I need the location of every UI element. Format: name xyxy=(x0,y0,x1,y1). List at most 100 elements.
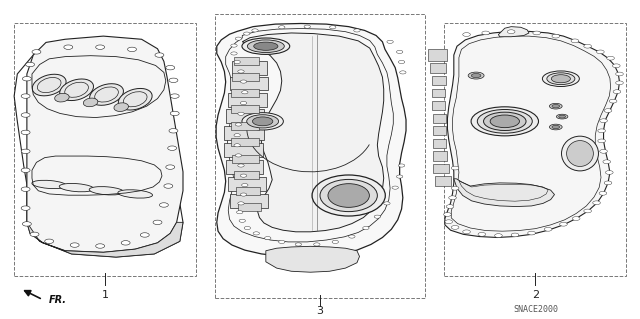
Ellipse shape xyxy=(549,124,562,130)
Circle shape xyxy=(242,91,248,94)
Ellipse shape xyxy=(477,109,532,133)
Ellipse shape xyxy=(118,88,152,110)
Circle shape xyxy=(21,113,30,117)
Circle shape xyxy=(70,243,79,247)
Ellipse shape xyxy=(490,115,520,128)
Bar xyxy=(231,138,259,146)
Circle shape xyxy=(604,109,612,113)
Circle shape xyxy=(600,149,607,153)
Circle shape xyxy=(533,31,540,35)
Circle shape xyxy=(238,202,244,205)
Circle shape xyxy=(21,130,30,135)
Circle shape xyxy=(169,78,178,83)
Circle shape xyxy=(616,81,623,85)
Text: SNACE2000: SNACE2000 xyxy=(513,305,558,314)
Circle shape xyxy=(236,37,242,40)
Ellipse shape xyxy=(114,103,129,111)
Ellipse shape xyxy=(32,180,67,189)
Circle shape xyxy=(238,164,244,167)
Circle shape xyxy=(511,233,519,237)
Ellipse shape xyxy=(90,84,124,105)
Circle shape xyxy=(544,227,552,231)
Circle shape xyxy=(26,62,35,67)
Circle shape xyxy=(21,149,30,153)
Circle shape xyxy=(332,240,339,243)
Bar xyxy=(428,49,447,61)
Circle shape xyxy=(278,240,285,243)
Bar xyxy=(226,160,262,174)
Circle shape xyxy=(239,219,246,222)
Circle shape xyxy=(264,237,271,240)
Circle shape xyxy=(330,26,336,29)
Circle shape xyxy=(22,222,31,226)
Ellipse shape xyxy=(468,72,484,79)
Circle shape xyxy=(236,123,242,126)
Circle shape xyxy=(398,164,404,167)
Circle shape xyxy=(609,99,617,103)
Circle shape xyxy=(234,134,241,137)
Circle shape xyxy=(451,166,459,170)
Circle shape xyxy=(237,211,243,214)
Circle shape xyxy=(349,235,355,238)
Circle shape xyxy=(304,25,310,28)
Bar xyxy=(232,73,259,81)
Bar xyxy=(435,176,451,186)
Circle shape xyxy=(478,233,486,236)
Polygon shape xyxy=(243,33,384,232)
Circle shape xyxy=(231,44,237,47)
Circle shape xyxy=(241,174,246,177)
Bar xyxy=(225,126,264,140)
Circle shape xyxy=(444,212,451,216)
Circle shape xyxy=(278,26,285,29)
Ellipse shape xyxy=(54,93,69,102)
Circle shape xyxy=(598,139,605,143)
Circle shape xyxy=(571,39,579,43)
Circle shape xyxy=(363,226,369,230)
Circle shape xyxy=(231,52,237,55)
Circle shape xyxy=(21,94,30,98)
Text: 3: 3 xyxy=(317,306,323,316)
Circle shape xyxy=(612,64,620,68)
Ellipse shape xyxy=(60,183,94,192)
Bar xyxy=(232,155,259,162)
Ellipse shape xyxy=(242,113,284,130)
Bar xyxy=(431,76,445,85)
Ellipse shape xyxy=(471,73,481,78)
Bar xyxy=(228,93,267,107)
Ellipse shape xyxy=(556,114,568,119)
Circle shape xyxy=(605,171,613,174)
Circle shape xyxy=(598,129,605,133)
Circle shape xyxy=(168,146,177,150)
Circle shape xyxy=(398,60,404,63)
Circle shape xyxy=(463,230,470,234)
Circle shape xyxy=(445,220,452,224)
Circle shape xyxy=(616,72,623,76)
Ellipse shape xyxy=(60,79,93,100)
Circle shape xyxy=(463,33,470,36)
Circle shape xyxy=(45,239,54,243)
Circle shape xyxy=(140,233,149,237)
Ellipse shape xyxy=(561,136,598,171)
Circle shape xyxy=(238,112,244,115)
Circle shape xyxy=(22,77,31,81)
Ellipse shape xyxy=(552,105,559,108)
Circle shape xyxy=(234,60,241,63)
Circle shape xyxy=(252,29,258,32)
Circle shape xyxy=(166,65,175,70)
Circle shape xyxy=(241,193,246,196)
Circle shape xyxy=(596,50,604,54)
Bar xyxy=(228,177,266,191)
Circle shape xyxy=(166,165,175,169)
Ellipse shape xyxy=(320,179,378,211)
Bar xyxy=(231,122,259,130)
Bar xyxy=(239,203,260,211)
Circle shape xyxy=(604,181,612,185)
Bar xyxy=(430,63,446,73)
Ellipse shape xyxy=(328,184,369,207)
Circle shape xyxy=(528,231,536,235)
Ellipse shape xyxy=(83,98,98,107)
Polygon shape xyxy=(266,246,360,272)
Bar xyxy=(225,143,262,158)
Bar xyxy=(231,89,259,97)
Ellipse shape xyxy=(312,175,385,216)
